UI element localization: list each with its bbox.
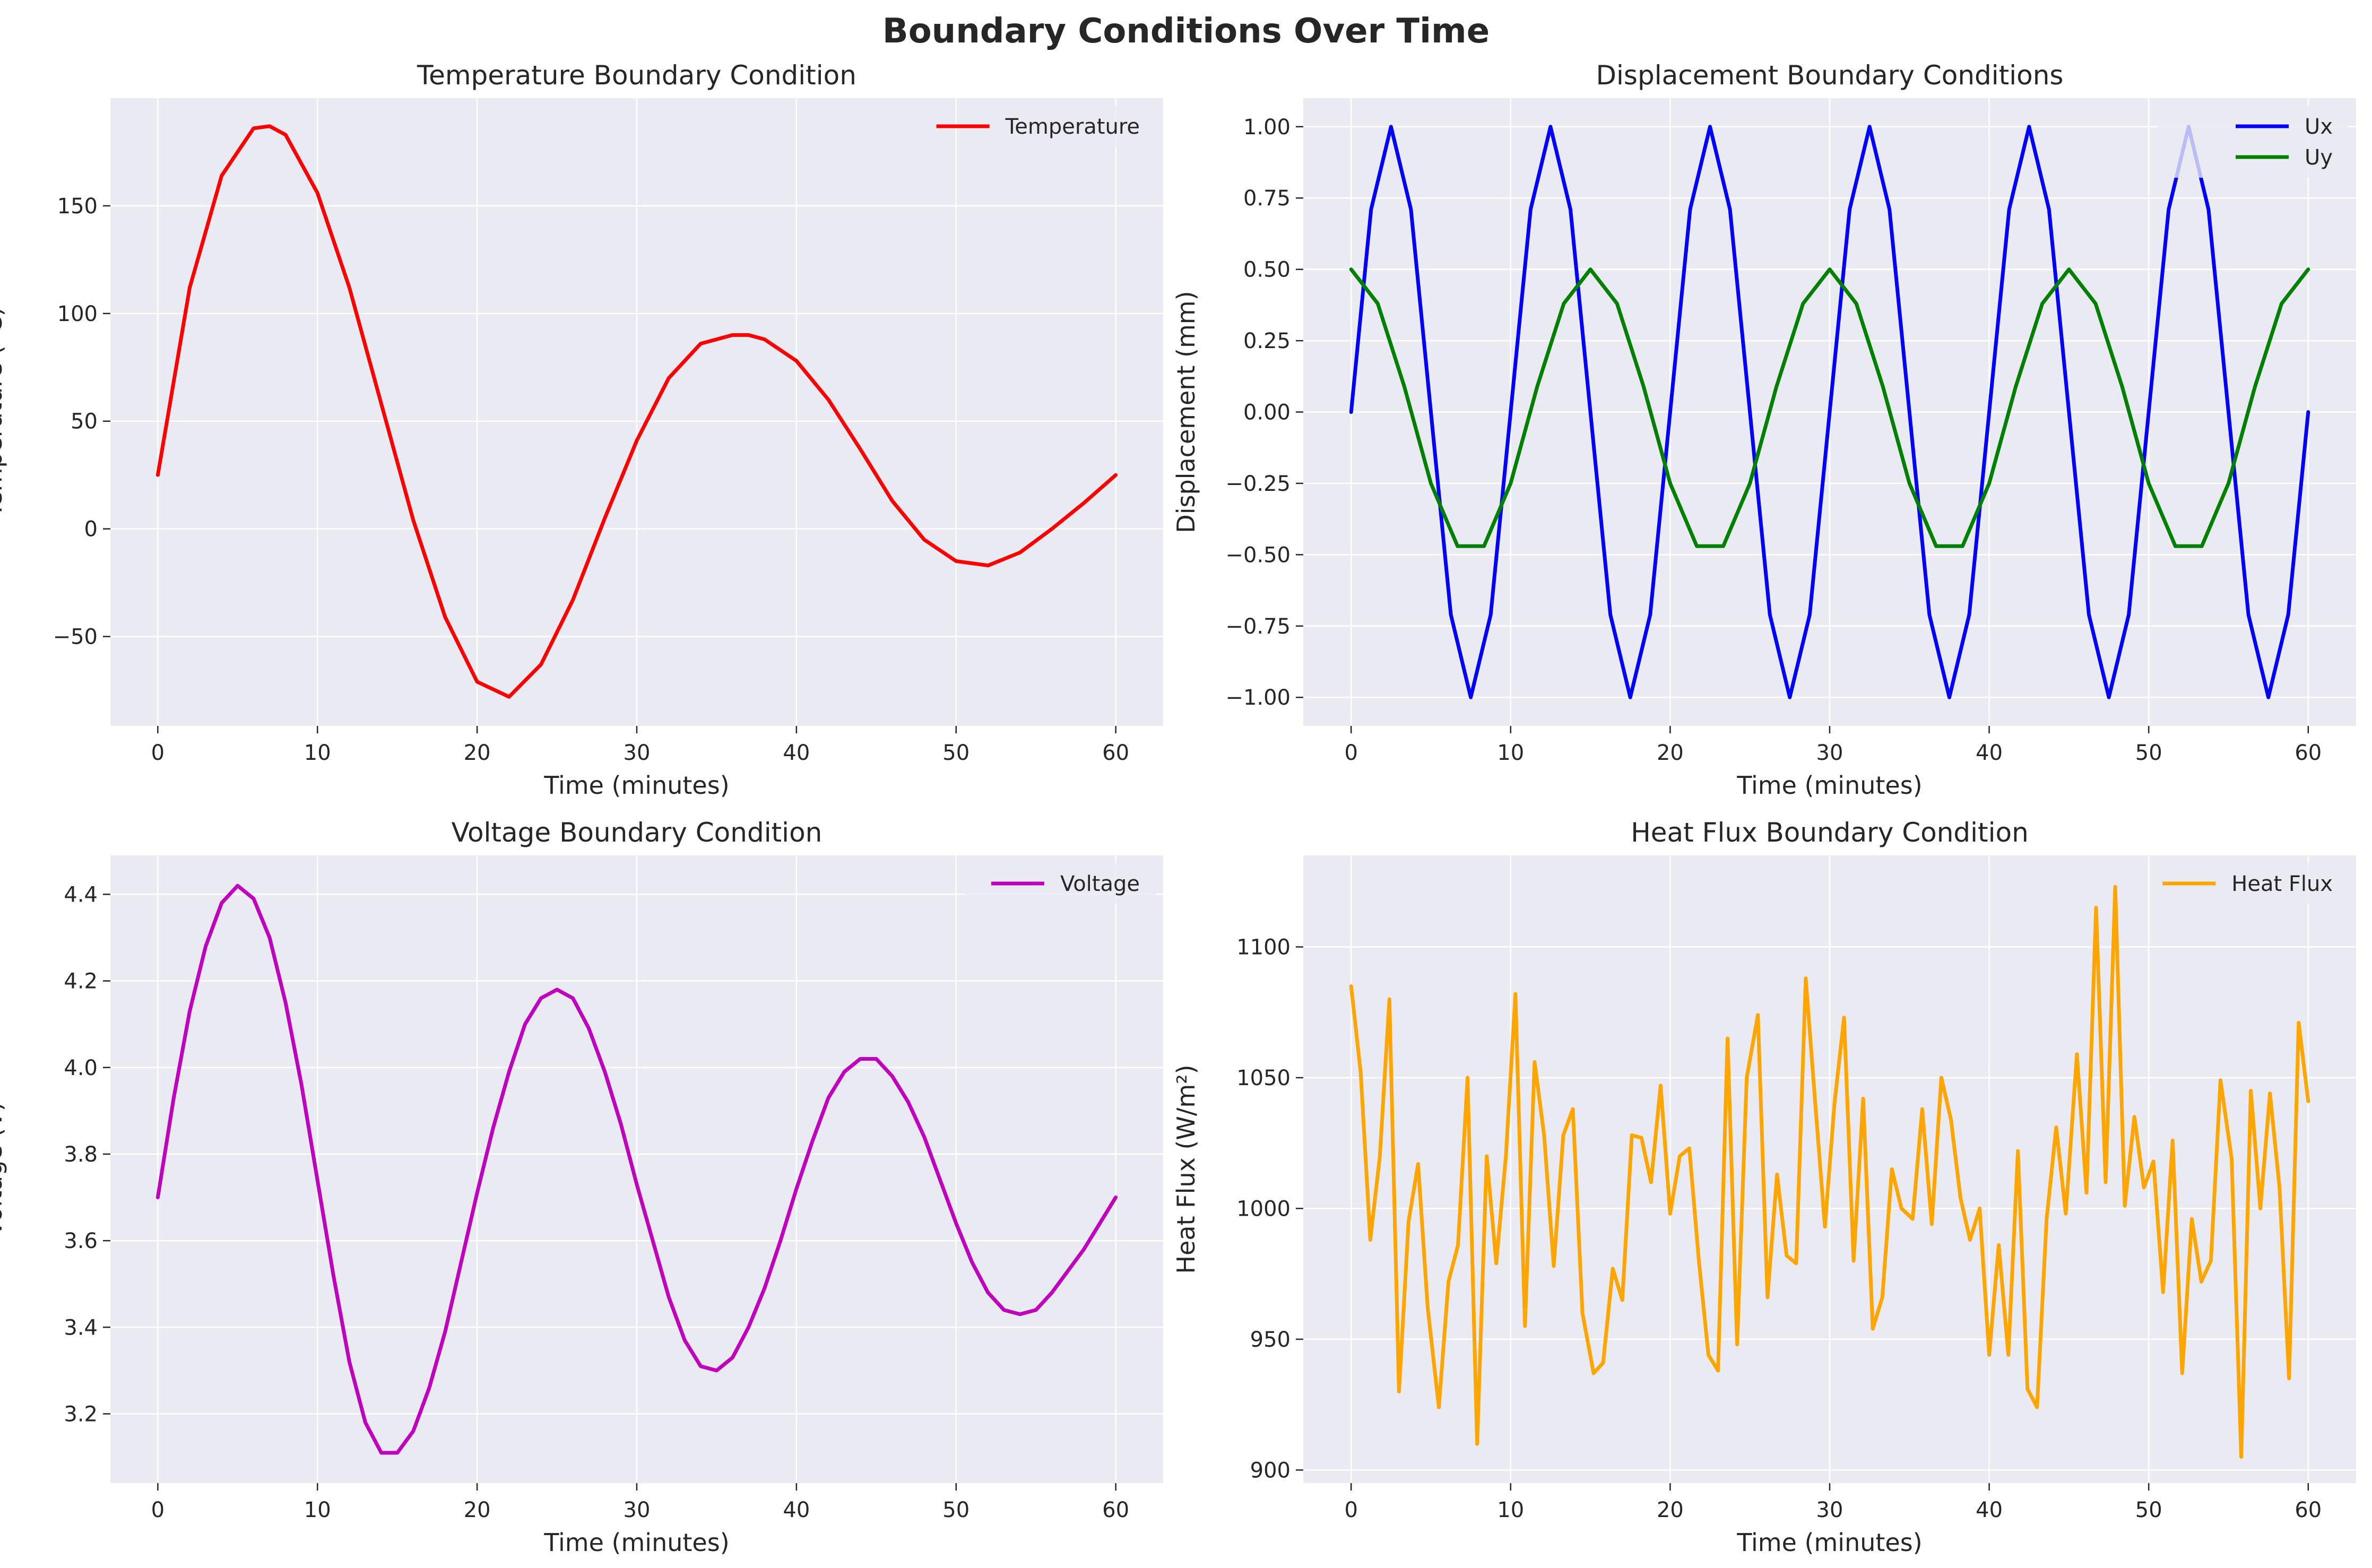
y-tick-label: 3.6 [64,1229,98,1253]
legend-label: Voltage [1060,872,1140,896]
x-tick-label: 30 [624,741,651,765]
panel-temperature: 0 10 20 30 40 50 60 −50 0 50 100 150 Temperature Bou… [0,60,1163,800]
x-tick-label: 30 [1816,741,1843,765]
y-tick-label: 3.2 [64,1402,98,1426]
x-tick-label: 60 [1102,741,1129,765]
y-tick-label: 900 [1250,1458,1291,1483]
panel-heat-flux: 0 10 20 30 40 50 60 900 950 1000 1050 1100 Heat Flux… [1172,817,2356,1557]
x-axis-label: Time (minutes) [543,1528,729,1557]
legend-label: Heat Flux [2231,872,2333,896]
series-line-temperature [155,124,1118,699]
panel-title: Displacement Boundary Conditions [1596,60,2064,91]
x-tick-label: 10 [1497,741,1524,765]
x-axis-label: Time (minutes) [1736,1528,1922,1557]
y-tick-label: 3.8 [64,1142,98,1167]
legend-label: Ux [2305,115,2333,139]
y-axis-label: Voltage (V) [0,1102,7,1237]
y-tick-label: 1050 [1236,1066,1291,1090]
x-axis-label: Time (minutes) [543,771,729,800]
x-tick-label: 60 [1102,1498,1129,1522]
x-tick-label: 30 [624,1498,651,1522]
y-axis-label: Displacement (mm) [1172,291,1200,533]
legend-label: Uy [2305,145,2333,170]
y-tick-label: −50 [53,625,98,649]
y-tick-label: 4.4 [64,882,98,907]
legend [965,106,1156,147]
y-tick-label: 0.00 [1243,401,1291,425]
x-tick-label: 60 [2295,741,2322,765]
y-tick-label: 50 [71,410,98,434]
series-line-heat-flux [1349,885,2310,1459]
legend-label: Temperature [1005,115,1140,139]
x-tick-label: 0 [151,741,165,765]
series-line-uy [1349,267,2310,548]
panel-title: Heat Flux Boundary Condition [1631,817,2029,848]
x-tick-label: 60 [2295,1498,2322,1522]
y-tick-label: −1.00 [1225,686,1291,710]
x-tick-label: 40 [783,741,810,765]
y-tick-label: 3.4 [64,1315,98,1340]
x-tick-label: 0 [151,1498,165,1522]
y-tick-label: 100 [57,302,98,326]
y-tick-label: 0 [84,517,98,542]
y-axis-label: Temperature (°C) [0,307,7,518]
y-tick-label: 0.50 [1243,258,1291,282]
y-axis-label: Heat Flux (W/m²) [1172,1064,1200,1274]
y-tick-label: −0.25 [1225,472,1291,496]
panel-voltage: 0 10 20 30 40 50 60 3.2 3.4 3.6 3.8 4.0 4.2 4.4 Voltag… [0,817,1163,1557]
x-tick-label: 30 [1816,1498,1843,1522]
y-tick-label: 0.75 [1243,186,1291,211]
x-tick-label: 40 [1976,1498,2003,1522]
y-tick-label: 1.00 [1243,115,1291,140]
y-tick-label: 4.2 [64,969,98,994]
x-tick-label: 50 [2135,741,2162,765]
x-tick-label: 0 [1344,741,1357,765]
x-tick-label: 10 [1497,1498,1524,1522]
y-tick-label: 950 [1250,1328,1291,1352]
y-tick-label: 1000 [1236,1197,1291,1221]
x-tick-label: 40 [1976,741,2003,765]
panel-title: Temperature Boundary Condition [417,60,856,91]
x-tick-label: 20 [464,1498,491,1522]
x-axis-label: Time (minutes) [1736,771,1922,800]
panel-displacement: 0 10 20 30 40 50 60 −1.00 −0.75 −0.50 −0.25 0.00 0.2… [1172,60,2356,800]
x-tick-label: 10 [304,1498,331,1522]
y-tick-label: 1100 [1236,935,1291,960]
y-tick-label: −0.75 [1225,614,1291,639]
figure-title: Boundary Conditions Over Time [882,12,1490,51]
x-tick-label: 20 [464,741,491,765]
series-line-voltage [155,883,1118,1455]
series-line-ux [1349,125,2310,699]
legend [2158,106,2349,178]
x-tick-label: 50 [2135,1498,2162,1522]
y-tick-label: −0.50 [1225,543,1291,567]
x-tick-label: 50 [942,1498,969,1522]
x-tick-label: 40 [783,1498,810,1522]
y-tick-label: 4.0 [64,1056,98,1080]
x-tick-label: 10 [304,741,331,765]
panel-title: Voltage Boundary Condition [452,817,823,848]
x-tick-label: 20 [1657,741,1684,765]
x-tick-label: 0 [1344,1498,1357,1522]
x-tick-label: 20 [1657,1498,1684,1522]
x-tick-label: 50 [942,741,969,765]
y-tick-label: 0.25 [1243,329,1291,353]
y-tick-label: 150 [57,194,98,219]
